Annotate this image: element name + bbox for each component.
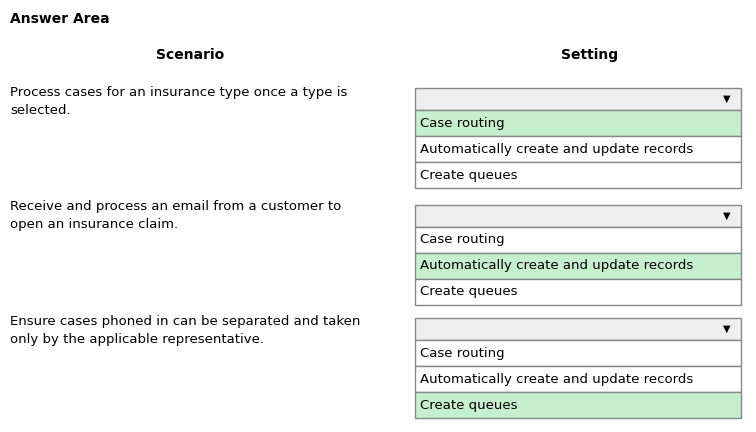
Bar [415, 318, 741, 340]
Bar [415, 136, 741, 162]
Text: Automatically create and update records: Automatically create and update records [420, 143, 693, 156]
Bar [415, 227, 741, 253]
Text: Answer Area: Answer Area [10, 12, 110, 26]
Text: ▼: ▼ [723, 324, 731, 334]
Bar [415, 279, 741, 305]
Text: Case routing: Case routing [420, 117, 504, 130]
Bar [415, 162, 741, 188]
Text: Automatically create and update records: Automatically create and update records [420, 260, 693, 273]
Text: Create queues: Create queues [420, 398, 518, 412]
Text: Case routing: Case routing [420, 346, 504, 359]
Bar [415, 205, 741, 227]
Text: Create queues: Create queues [420, 168, 518, 181]
Text: ▼: ▼ [723, 211, 731, 221]
Bar [415, 110, 741, 136]
Text: Process cases for an insurance type once a type is
selected.: Process cases for an insurance type once… [10, 86, 347, 117]
Bar [415, 253, 741, 279]
Bar [415, 392, 741, 418]
Text: Ensure cases phoned in can be separated and taken
only by the applicable represe: Ensure cases phoned in can be separated … [10, 315, 361, 346]
Bar [415, 366, 741, 392]
Text: Case routing: Case routing [420, 234, 504, 247]
Text: Receive and process an email from a customer to
open an insurance claim.: Receive and process an email from a cust… [10, 200, 341, 231]
Bar [415, 340, 741, 366]
Text: Scenario: Scenario [156, 48, 224, 62]
Text: Setting: Setting [562, 48, 618, 62]
Bar [415, 88, 741, 110]
Text: Create queues: Create queues [420, 286, 518, 299]
Text: ▼: ▼ [723, 94, 731, 104]
Text: Automatically create and update records: Automatically create and update records [420, 372, 693, 385]
